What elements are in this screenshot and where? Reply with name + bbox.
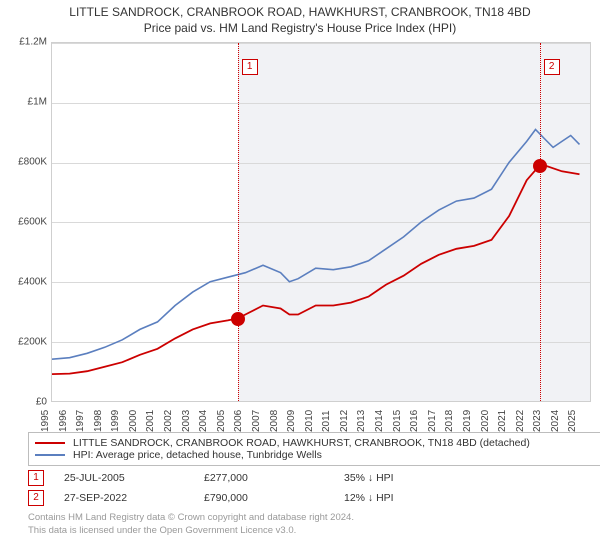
x-tick-label: 2006 <box>233 410 244 432</box>
event-delta: 35% ↓ HPI <box>344 472 464 484</box>
x-tick-label: 2002 <box>163 410 174 432</box>
chart-title: LITTLE SANDROCK, CRANBROOK ROAD, HAWKHUR… <box>0 0 600 38</box>
x-tick-label: 2005 <box>216 410 227 432</box>
legend-item: LITTLE SANDROCK, CRANBROOK ROAD, HAWKHUR… <box>35 437 595 449</box>
title-line2: Price paid vs. HM Land Registry's House … <box>6 20 594 36</box>
x-tick-label: 2025 <box>567 410 578 432</box>
x-tick-label: 2017 <box>427 410 438 432</box>
x-tick-label: 2011 <box>321 411 332 433</box>
event-badge: 1 <box>28 470 44 486</box>
x-tick-label: 2016 <box>409 410 420 432</box>
x-tick-label: 2007 <box>251 410 262 432</box>
legend: LITTLE SANDROCK, CRANBROOK ROAD, HAWKHUR… <box>28 432 600 466</box>
event-date: 25-JUL-2005 <box>64 472 184 484</box>
footer: Contains HM Land Registry data © Crown c… <box>28 512 600 537</box>
event-row: 2 27-SEP-2022 £790,000 12% ↓ HPI <box>28 488 600 508</box>
x-tick-label: 2010 <box>304 410 315 432</box>
x-tick-label: 2020 <box>480 410 491 432</box>
legend-text: LITTLE SANDROCK, CRANBROOK ROAD, HAWKHUR… <box>73 437 530 449</box>
y-tick-label: £200K <box>18 337 47 348</box>
event-marker <box>533 159 547 173</box>
event-row: 1 25-JUL-2005 £277,000 35% ↓ HPI <box>28 468 600 488</box>
event-date: 27-SEP-2022 <box>64 492 184 504</box>
x-tick-label: 2014 <box>374 410 385 432</box>
x-tick-label: 2019 <box>462 410 473 432</box>
event-label: 1 <box>242 59 258 75</box>
series-hpi <box>52 130 580 360</box>
event-label: 2 <box>544 59 560 75</box>
event-delta: 12% ↓ HPI <box>344 492 464 504</box>
title-line1: LITTLE SANDROCK, CRANBROOK ROAD, HAWKHUR… <box>6 4 594 20</box>
y-axis-labels: £0£200K£400K£600K£800K£1M£1.2M <box>7 42 49 402</box>
legend-swatch <box>35 454 65 456</box>
x-tick-label: 1998 <box>93 410 104 432</box>
footer-line1: Contains HM Land Registry data © Crown c… <box>28 512 600 524</box>
line-layer <box>52 43 590 401</box>
x-tick-label: 2008 <box>269 410 280 432</box>
legend-text: HPI: Average price, detached house, Tunb… <box>73 449 322 461</box>
x-tick-label: 2001 <box>145 410 156 432</box>
x-tick-label: 2023 <box>532 410 543 432</box>
y-tick-label: £400K <box>18 277 47 288</box>
y-tick-label: £1.2M <box>19 37 47 48</box>
x-tick-label: 2009 <box>286 410 297 432</box>
chart: £0£200K£400K£600K£800K£1M£1.2M 12 199519… <box>7 38 593 428</box>
event-marker <box>231 312 245 326</box>
x-tick-label: 1996 <box>58 410 69 432</box>
x-tick-label: 1997 <box>75 410 86 432</box>
x-tick-label: 2018 <box>444 410 455 432</box>
x-tick-label: 2004 <box>198 410 209 432</box>
y-tick-label: £0 <box>36 397 47 408</box>
x-axis-labels: 1995199619971998199920002001200220032004… <box>51 404 591 428</box>
legend-item: HPI: Average price, detached house, Tunb… <box>35 449 595 461</box>
x-tick-label: 1999 <box>110 410 121 432</box>
y-tick-label: £800K <box>18 157 47 168</box>
y-tick-label: £1M <box>28 97 47 108</box>
event-price: £790,000 <box>204 492 324 504</box>
x-tick-label: 2003 <box>181 410 192 432</box>
footer-line2: This data is licensed under the Open Gov… <box>28 525 600 537</box>
y-tick-label: £600K <box>18 217 47 228</box>
x-tick-label: 2000 <box>128 410 139 432</box>
x-tick-label: 2022 <box>515 410 526 432</box>
x-tick-label: 2012 <box>339 410 350 432</box>
x-tick-label: 2021 <box>497 410 508 432</box>
plot-area: 12 <box>51 42 591 402</box>
legend-swatch <box>35 442 65 444</box>
x-tick-label: 1995 <box>40 410 51 432</box>
event-table: 1 25-JUL-2005 £277,000 35% ↓ HPI 2 27-SEP-202… <box>28 468 600 508</box>
event-price: £277,000 <box>204 472 324 484</box>
event-badge: 2 <box>28 490 44 506</box>
series-property <box>52 166 580 375</box>
x-tick-label: 2015 <box>392 410 403 432</box>
x-tick-label: 2024 <box>550 410 561 432</box>
x-tick-label: 2013 <box>356 410 367 432</box>
